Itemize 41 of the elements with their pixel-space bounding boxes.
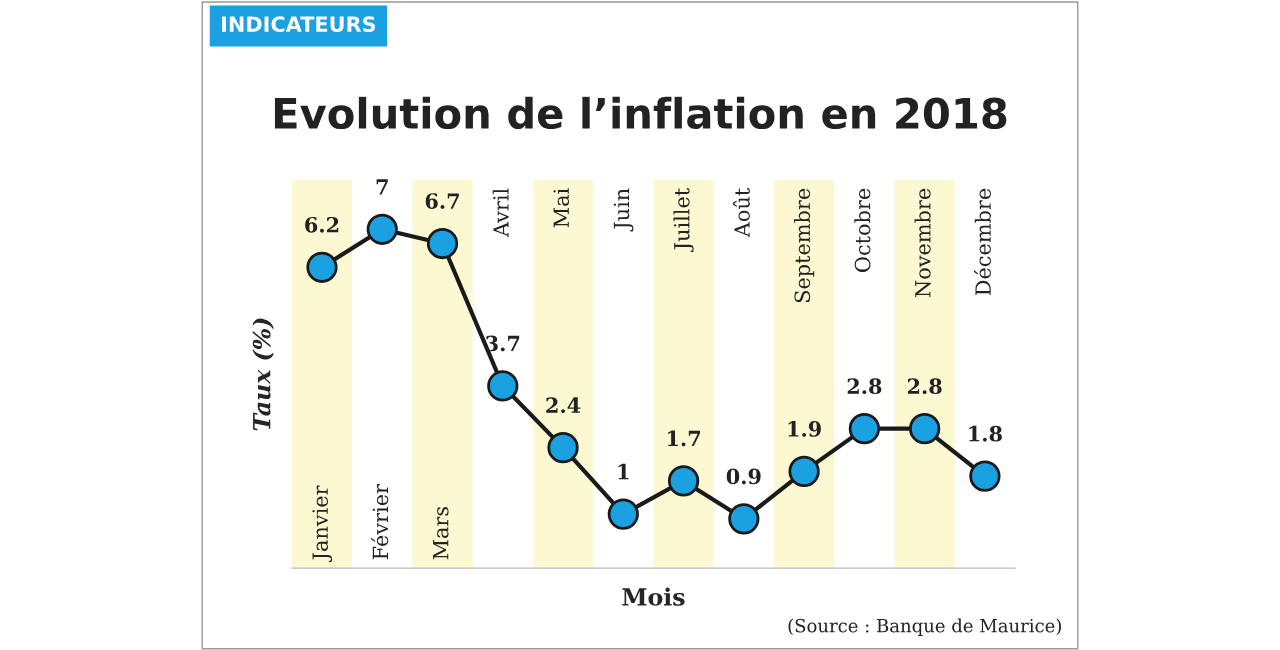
x-tick-label: Décembre	[973, 188, 991, 296]
data-label: 3.7	[486, 335, 520, 352]
x-axis-title: Mois	[622, 587, 685, 606]
point	[426, 227, 459, 260]
x-tick-label: Novembre	[914, 188, 931, 298]
x-tick-label: Août	[732, 187, 750, 238]
y-axis-title: Taux (%)	[252, 318, 274, 431]
x-tick-label: Octobre	[854, 188, 871, 272]
x-tick-label: Septembre	[794, 188, 815, 303]
point	[969, 460, 1001, 492]
data-label: 2.8	[847, 378, 882, 395]
data-label: 1.7	[667, 430, 700, 447]
x-tick-label: Juin	[613, 188, 634, 232]
point	[728, 503, 760, 535]
x-tick-label: Mai	[553, 188, 570, 228]
data-label: 6.7	[425, 193, 459, 209]
data-label: 2.4	[546, 397, 581, 414]
data-label: 7	[376, 179, 388, 195]
data-label: 2.8	[907, 378, 942, 395]
point	[306, 251, 338, 283]
data-label: 1	[618, 463, 629, 480]
data-label: 1.9	[788, 421, 821, 437]
x-tick-label: Février	[371, 484, 389, 560]
point	[848, 413, 880, 445]
point	[547, 432, 579, 464]
x-tick-label: Juillet	[673, 187, 694, 253]
text: (Source : Banque de Maurice)	[788, 618, 1061, 636]
point	[788, 455, 820, 488]
point	[607, 498, 639, 530]
x-tick-label: Avril	[492, 188, 509, 238]
text: INDICATEURS	[222, 16, 376, 33]
point	[909, 413, 941, 445]
x-tick-label: Mars	[433, 507, 449, 560]
point	[667, 465, 700, 497]
point	[366, 213, 398, 245]
x-tick-label: Janvier	[312, 485, 333, 563]
data-label: 0.9	[726, 468, 761, 485]
data-label: 1.8	[969, 425, 1002, 442]
data-label: 6.2	[305, 216, 339, 233]
chart-title: Evolution de l’inflation en 2018	[274, 96, 1007, 130]
point	[487, 370, 519, 402]
